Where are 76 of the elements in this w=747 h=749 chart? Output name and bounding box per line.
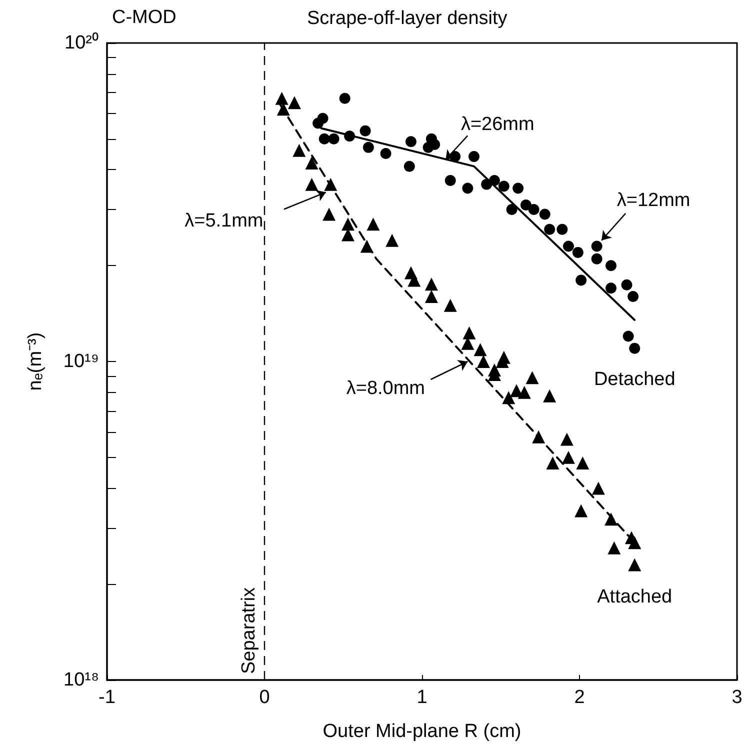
point — [380, 148, 392, 159]
point — [622, 330, 634, 342]
y-tick-label: 10¹⁹ — [63, 351, 99, 372]
x-tick-label: 3 — [732, 687, 742, 708]
point — [292, 144, 306, 157]
point — [621, 279, 632, 290]
point — [576, 456, 590, 470]
point — [518, 386, 531, 399]
point — [560, 432, 574, 446]
ref-line-label: Separatrix — [238, 586, 260, 674]
point — [360, 125, 371, 136]
point — [520, 200, 532, 210]
series-label: Detached — [594, 368, 676, 390]
point — [606, 260, 616, 272]
point — [629, 342, 640, 354]
point — [628, 290, 639, 302]
annotation: λ=12mm — [616, 190, 690, 211]
annotation: λ=26mm — [460, 114, 534, 136]
point — [556, 224, 568, 235]
point — [305, 156, 318, 170]
text: C-MOD — [112, 7, 176, 28]
point — [576, 274, 587, 286]
x-tick-label: 0 — [259, 687, 270, 708]
point — [318, 133, 330, 144]
chart-title: Scrape-off-layer density — [307, 8, 508, 29]
point — [468, 151, 480, 162]
point — [305, 178, 318, 191]
point — [288, 96, 301, 110]
point — [444, 298, 457, 312]
point — [526, 371, 539, 384]
point — [562, 450, 575, 464]
point — [444, 175, 456, 186]
point — [506, 204, 518, 216]
point — [628, 558, 642, 572]
point — [544, 224, 556, 235]
point — [386, 234, 399, 247]
annotation: λ=5.1mm — [184, 210, 264, 232]
x-axis-title: Outer Mid-plane R (cm) — [322, 721, 522, 742]
point — [339, 92, 350, 104]
y-axis-title: nₑ(m⁻³) — [25, 332, 46, 391]
point — [591, 253, 602, 264]
x-tick-label: 2 — [574, 687, 585, 708]
x-tick-label: -1 — [98, 687, 116, 708]
y-tick-label: 10¹⁸ — [64, 670, 99, 690]
point — [275, 92, 288, 105]
point — [366, 218, 380, 231]
point — [539, 208, 550, 220]
point — [574, 504, 588, 518]
point — [312, 118, 324, 129]
point — [543, 389, 556, 402]
point — [476, 355, 490, 368]
point — [562, 240, 574, 252]
point — [498, 180, 510, 192]
point — [606, 282, 616, 294]
point — [591, 240, 602, 252]
point — [462, 326, 476, 340]
point — [424, 278, 438, 291]
point — [405, 136, 416, 148]
point — [608, 541, 621, 554]
annotation: λ=8.0mm — [346, 378, 426, 399]
point — [512, 182, 524, 194]
point — [404, 160, 415, 172]
point — [572, 246, 584, 258]
y-tick-label: 10²⁰ — [64, 32, 99, 54]
point — [362, 142, 374, 153]
point — [592, 482, 605, 495]
point — [341, 218, 354, 231]
point — [328, 133, 340, 144]
point — [546, 456, 560, 470]
point — [462, 182, 474, 194]
point — [424, 290, 438, 303]
point — [528, 204, 540, 216]
point — [322, 208, 336, 221]
series-label: Attached — [597, 586, 672, 608]
x-tick-label: 1 — [416, 687, 428, 708]
point — [474, 343, 487, 356]
